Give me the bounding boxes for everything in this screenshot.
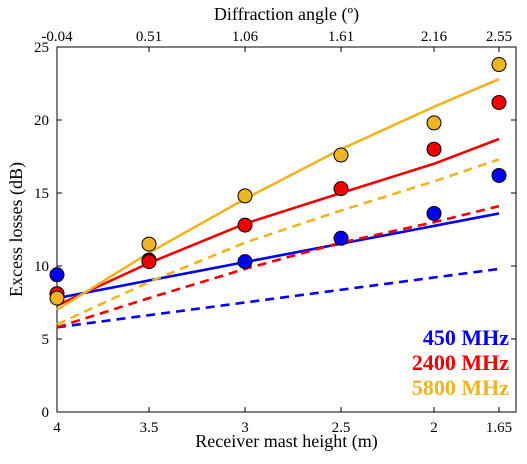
solid-line-2400-mhz (56, 137, 500, 307)
x2-tick-label: 1.61 (328, 29, 354, 45)
point-450-mhz (237, 254, 253, 270)
y-tick-label: 25 (34, 40, 49, 56)
x-tick-label: 2.5 (332, 420, 351, 436)
x-tick-label: 4 (53, 420, 61, 436)
top-axis-label: Diffraction angle (º) (214, 4, 359, 25)
point-5800-mhz (141, 236, 157, 252)
x-tick-label: 3 (241, 420, 249, 436)
dashed-line-5800-mhz (56, 158, 500, 326)
y-axis-label: Excess losses (dB) (6, 162, 27, 297)
x2-tick-label: 2.55 (486, 29, 512, 45)
legend-entry: 2400 MHz (412, 350, 509, 375)
x-axis-label: Receiver mast height (m) (195, 431, 377, 452)
solid-line-5800-mhz (56, 77, 500, 311)
x2-tick-label: 1.06 (232, 29, 259, 45)
point-5800-mhz (426, 115, 442, 131)
y-tick-label: 0 (42, 405, 50, 421)
plot-frame (56, 46, 517, 413)
x2-tick-label: 2.16 (421, 29, 448, 45)
point-450-mhz (491, 167, 507, 183)
dashed-line-2400-mhz (56, 204, 500, 329)
point-450-mhz (333, 230, 349, 246)
solid-line-450-mhz (56, 212, 500, 300)
point-5800-mhz (491, 57, 507, 73)
y-tick-label: 5 (42, 332, 50, 348)
point-2400-mhz (426, 141, 442, 157)
x-tick-label: 2 (430, 420, 438, 436)
point-450-mhz (49, 267, 65, 283)
point-450-mhz (426, 205, 442, 221)
point-2400-mhz (333, 181, 349, 197)
series-lines (56, 77, 500, 329)
plot-border (56, 46, 517, 413)
legend-entry: 5800 MHz (412, 375, 509, 400)
y-tick-label: 10 (34, 259, 49, 275)
y-tick-label: 20 (34, 113, 49, 129)
axis-ticks: 4 3.5 3 2.5 2 1.65 -0.04 0.51 1.06 1.61 2.16 2.55 0 5… (34, 29, 516, 436)
x2-tick-label: 0.51 (136, 29, 162, 45)
y-tick-label: 15 (34, 186, 49, 202)
point-5800-mhz (333, 147, 349, 163)
point-2400-mhz (491, 94, 507, 110)
series-points (49, 57, 507, 306)
point-5800-mhz (237, 188, 253, 204)
point-2400-mhz (237, 217, 253, 233)
x2-tick-label: -0.04 (41, 29, 73, 45)
x-tick-label: 1.65 (486, 420, 512, 436)
dashed-line-450-mhz (56, 267, 500, 329)
point-5800-mhz (49, 290, 65, 306)
legend-entry: 450 MHz (423, 325, 509, 350)
x-tick-label: 3.5 (140, 420, 159, 436)
point-2400-mhz (141, 254, 157, 270)
